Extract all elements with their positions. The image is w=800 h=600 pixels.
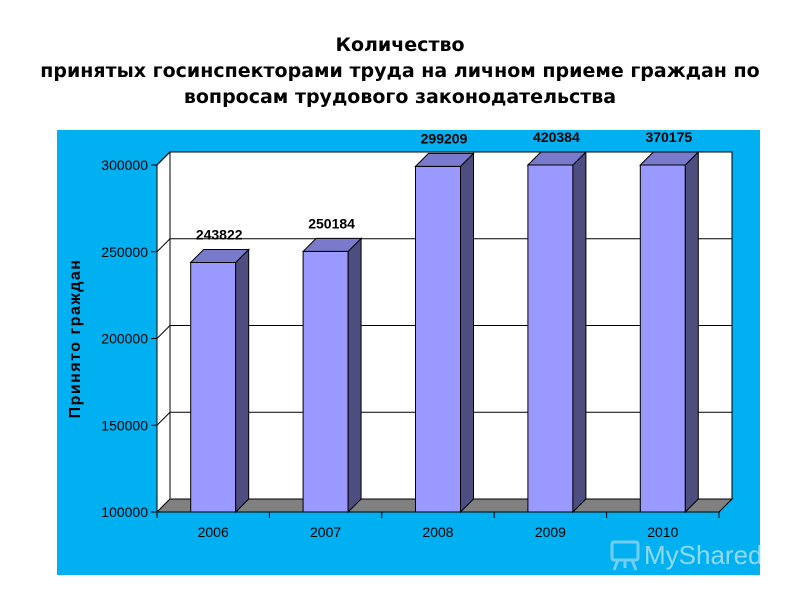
x-tick-label: 2006 xyxy=(198,524,229,540)
title-line-2: принятых госинспекторами труда на личном… xyxy=(40,60,760,82)
bar xyxy=(190,261,237,513)
chart-title: Количество принятых госинспекторами труд… xyxy=(0,32,800,110)
bar-side xyxy=(684,150,699,514)
bar-top xyxy=(189,248,250,263)
bar-side xyxy=(572,150,587,514)
bar xyxy=(639,164,686,513)
x-tick-label: 2010 xyxy=(647,524,678,540)
bar-top xyxy=(639,151,700,166)
bar-chart: 100000 150000 200000 250000 300000 Принято гр… xyxy=(57,129,760,575)
data-label: 250184 xyxy=(308,215,355,231)
y-axis-label: Принято граждан xyxy=(67,259,84,419)
bar xyxy=(302,250,349,513)
y-tick-label: 100000 xyxy=(101,504,148,520)
chart-panel: 100000 150000 200000 250000 300000 Принято гр… xyxy=(57,129,760,575)
y-tick-label: 250000 xyxy=(101,244,148,260)
data-label: 370175 xyxy=(645,130,692,145)
x-tick-label: 2008 xyxy=(422,524,453,540)
gridline-side xyxy=(156,325,171,339)
bar-side xyxy=(235,248,250,514)
bar-top xyxy=(526,151,588,166)
bar xyxy=(415,165,461,513)
data-label: 299209 xyxy=(421,130,468,146)
bar-top xyxy=(301,237,363,252)
y-tick-label: 150000 xyxy=(101,417,148,433)
bar xyxy=(527,164,574,513)
data-label: 420384 xyxy=(533,130,580,145)
bar-top xyxy=(414,152,475,167)
x-tick-label: 2009 xyxy=(535,524,566,540)
gridline-side xyxy=(156,411,171,426)
gridline-side xyxy=(156,238,171,253)
x-tick-label: 2007 xyxy=(310,524,341,540)
watermark-text: MyShared xyxy=(644,540,763,570)
title-line-1: Количество xyxy=(335,34,465,56)
y-tick-label: 300000 xyxy=(101,157,148,173)
gridline-side xyxy=(156,151,171,166)
presentation-board-icon xyxy=(610,540,640,571)
bar-side xyxy=(460,152,474,514)
data-label: 243822 xyxy=(196,226,243,242)
bar-side xyxy=(347,237,362,514)
y-tick-label: 200000 xyxy=(101,331,148,347)
title-line-3: вопросам трудового законодательства xyxy=(183,86,617,108)
watermark: MyShared xyxy=(608,536,768,572)
